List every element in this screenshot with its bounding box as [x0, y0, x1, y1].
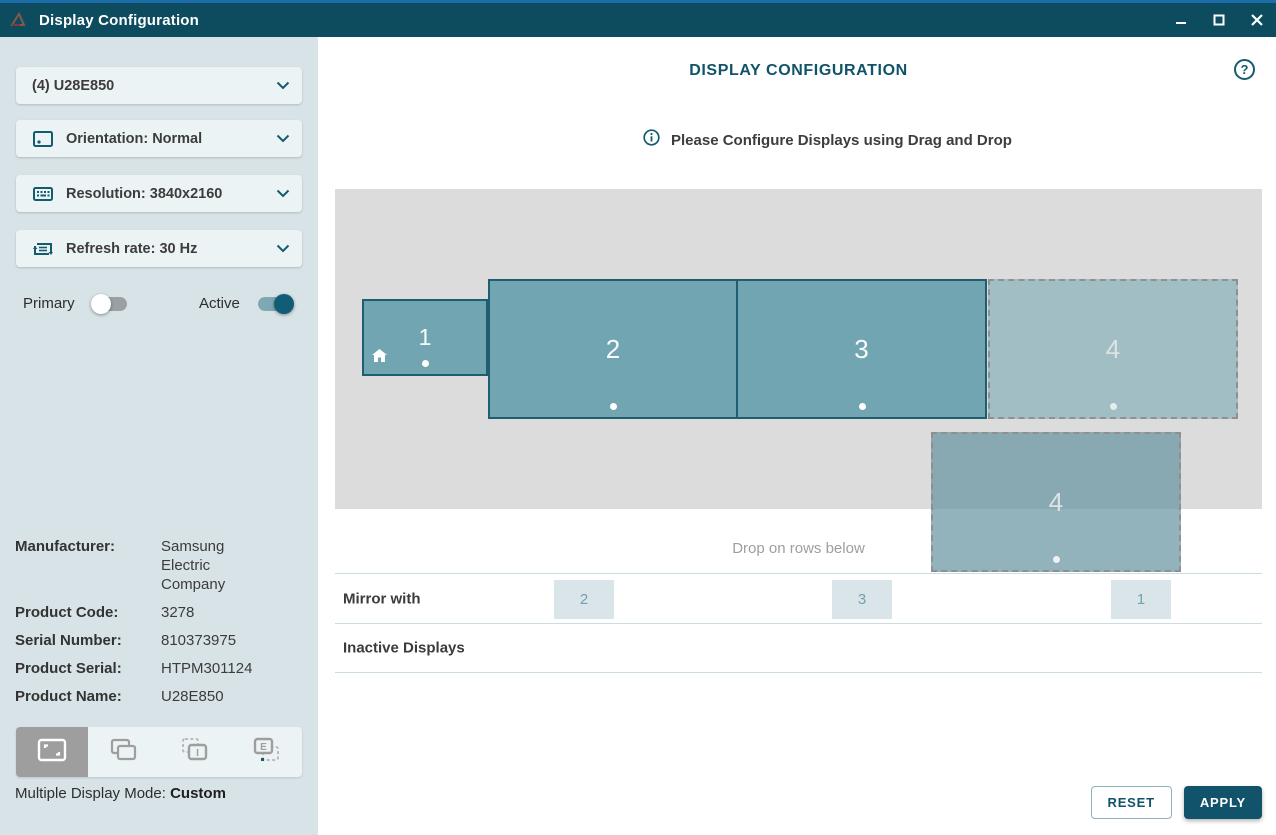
- home-icon: [372, 349, 387, 367]
- resolution-label: Resolution: 3840x2160: [66, 185, 223, 202]
- detail-value: HTPM301124: [161, 660, 253, 677]
- detail-value: 3278: [161, 604, 195, 621]
- active-toggle[interactable]: [257, 293, 294, 314]
- orientation-label: Orientation: Normal: [66, 130, 203, 147]
- detail-label: Product Code:: [15, 604, 119, 621]
- info-text: Please Configure Displays using Drag and…: [671, 131, 1012, 149]
- mode-custom-button[interactable]: [16, 727, 88, 777]
- window-controls: [1162, 3, 1276, 37]
- toggles-row: Primary Active: [0, 293, 318, 325]
- detail-label: Product Name:: [15, 688, 122, 705]
- detail-value: U28E850: [161, 688, 224, 705]
- detail-row-product-name: Product Name: U28E850: [15, 687, 303, 706]
- chevron-down-icon: [276, 77, 290, 95]
- inactive-displays-row[interactable]: Inactive Displays: [335, 623, 1262, 673]
- detail-row-product-serial: Product Serial: HTPM301124: [15, 659, 303, 678]
- multiple-display-mode-bar: I E: [16, 727, 302, 777]
- display-number: 3: [854, 333, 869, 364]
- help-icon[interactable]: ?: [1234, 59, 1255, 80]
- refresh-rate-icon: [32, 240, 54, 258]
- window-title: Display Configuration: [39, 11, 200, 29]
- info-icon: [643, 129, 660, 151]
- primary-toggle[interactable]: [90, 293, 127, 314]
- drag-handle-dot: [1053, 556, 1060, 563]
- primary-toggle-label: Primary: [23, 295, 75, 312]
- display-number: 4: [1105, 333, 1121, 364]
- display-selector-dropdown[interactable]: (4) U28E850: [16, 67, 302, 104]
- detail-value: 810373975: [161, 632, 237, 649]
- mirror-with-label: Mirror with: [343, 590, 421, 607]
- info-banner: Please Configure Displays using Drag and…: [643, 129, 1012, 151]
- orientation-icon: [32, 130, 54, 148]
- mode-internal-only-button[interactable]: I: [159, 727, 231, 777]
- active-toggle-label: Active: [199, 295, 240, 312]
- action-buttons: RESET APPLY: [1090, 786, 1262, 819]
- drag-handle-dot: [610, 403, 617, 410]
- mirror-chip-2[interactable]: 2: [554, 580, 614, 619]
- apply-button[interactable]: APPLY: [1183, 786, 1262, 819]
- mirror-chip-1[interactable]: 1: [1111, 580, 1171, 619]
- detail-row-manufacturer: Manufacturer: Samsung Electric Company: [15, 537, 303, 594]
- chevron-down-icon: [276, 240, 290, 258]
- resolution-dropdown[interactable]: Resolution: 3840x2160: [16, 175, 302, 212]
- refresh-rate-dropdown[interactable]: Refresh rate: 30 Hz: [16, 230, 302, 267]
- mode-value: Custom: [170, 785, 226, 802]
- display-number: 2: [605, 333, 621, 364]
- detail-value: Samsung Electric Company: [161, 538, 226, 593]
- drag-handle-dot: [422, 360, 429, 367]
- mirror-with-row[interactable]: Mirror with 2 3 1: [335, 573, 1262, 623]
- app-logo-icon: [9, 11, 27, 29]
- display-number: 1: [418, 324, 432, 350]
- main-content: DISPLAY CONFIGURATION ? Please Configure…: [318, 37, 1276, 835]
- detail-label: Serial Number:: [15, 632, 122, 649]
- drag-handle-dot: [858, 403, 866, 410]
- external-only-mode-icon: E: [251, 736, 281, 769]
- mode-clone-button[interactable]: [88, 727, 160, 777]
- clone-mode-icon: [108, 737, 138, 768]
- custom-mode-icon: [37, 738, 67, 767]
- display-selector-label: (4) U28E850: [32, 77, 115, 94]
- detail-label: Manufacturer:: [15, 538, 116, 555]
- active-toggle-knob: [273, 293, 294, 314]
- svg-text:I: I: [196, 748, 199, 759]
- orientation-dropdown[interactable]: Orientation: Normal: [16, 120, 302, 157]
- resolution-icon: [32, 185, 54, 203]
- titlebar: Display Configuration: [0, 0, 1276, 37]
- display-2[interactable]: 2: [488, 279, 738, 419]
- mode-external-only-button[interactable]: E: [231, 727, 303, 777]
- display-1[interactable]: 1: [362, 299, 488, 376]
- chevron-down-icon: [276, 185, 290, 203]
- close-button[interactable]: [1238, 3, 1276, 37]
- reset-button[interactable]: RESET: [1090, 786, 1172, 819]
- inactive-displays-label: Inactive Displays: [343, 639, 465, 657]
- display-number: 4: [1048, 486, 1064, 517]
- primary-toggle-knob: [90, 293, 111, 314]
- svg-text:E: E: [260, 742, 267, 753]
- drag-handle-dot: [1110, 403, 1117, 410]
- minimize-button[interactable]: [1162, 3, 1200, 37]
- internal-only-mode-icon: I: [180, 736, 210, 769]
- display-3[interactable]: 3: [736, 279, 987, 419]
- detail-row-serial-number: Serial Number: 810373975: [15, 631, 303, 650]
- maximize-button[interactable]: [1200, 3, 1238, 37]
- display-4-dragging[interactable]: 4: [931, 432, 1181, 572]
- mirror-chip-3[interactable]: 3: [832, 580, 892, 619]
- refresh-rate-label: Refresh rate: 30 Hz: [66, 240, 198, 257]
- page-title: DISPLAY CONFIGURATION: [689, 62, 908, 79]
- sidebar: (4) U28E850 Orientation: Normal Resoluti…: [0, 37, 318, 835]
- detail-label: Product Serial:: [15, 660, 122, 677]
- chevron-down-icon: [276, 130, 290, 148]
- display-4-placeholder: 4: [988, 279, 1238, 419]
- display-details: Manufacturer: Samsung Electric Company P…: [15, 537, 303, 715]
- mode-label: Multiple Display Mode:: [15, 785, 166, 802]
- drop-hint-text: Drop on rows below: [732, 540, 865, 557]
- detail-row-product-code: Product Code: 3278: [15, 603, 303, 622]
- multiple-display-mode-text: Multiple Display Mode: Custom: [15, 785, 226, 802]
